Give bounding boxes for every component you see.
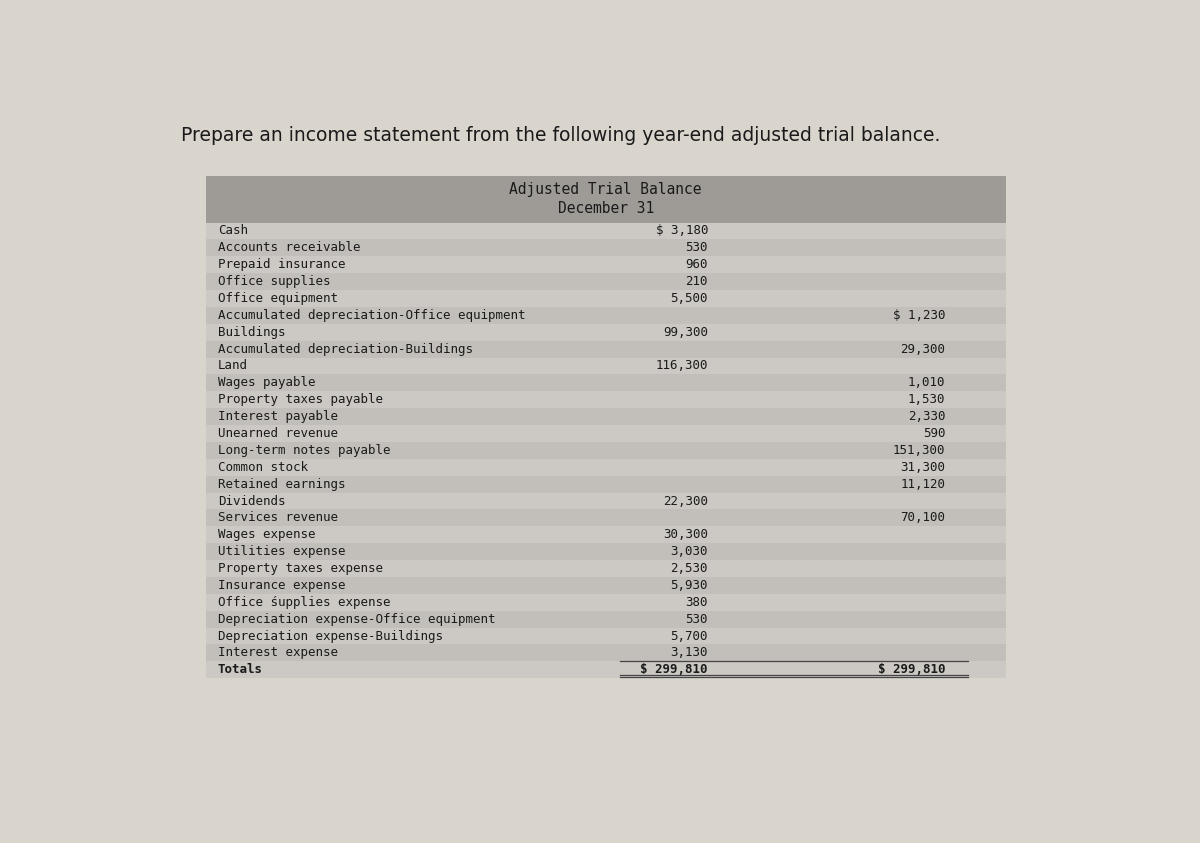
Text: Insurance expense: Insurance expense <box>218 579 346 592</box>
Text: Accumulated depreciation-Buildings: Accumulated depreciation-Buildings <box>218 342 473 356</box>
Text: $ 299,810: $ 299,810 <box>877 663 946 676</box>
Text: Totals: Totals <box>218 663 263 676</box>
Text: Property taxes expense: Property taxes expense <box>218 562 383 575</box>
Text: 5,700: 5,700 <box>671 630 708 642</box>
Text: 99,300: 99,300 <box>662 325 708 339</box>
Text: Services revenue: Services revenue <box>218 512 338 524</box>
Bar <box>206 560 1006 577</box>
Text: 380: 380 <box>685 596 708 609</box>
Bar <box>206 324 1006 341</box>
Text: 590: 590 <box>923 427 946 440</box>
Text: 210: 210 <box>685 275 708 288</box>
Bar <box>206 223 1006 239</box>
Bar <box>206 543 1006 560</box>
Text: 151,300: 151,300 <box>893 444 946 457</box>
Text: Cash: Cash <box>218 224 248 238</box>
Text: 1,530: 1,530 <box>907 393 946 406</box>
Bar <box>206 526 1006 543</box>
Text: Wages expense: Wages expense <box>218 529 316 541</box>
Text: $ 299,810: $ 299,810 <box>641 663 708 676</box>
Text: Unearned revenue: Unearned revenue <box>218 427 338 440</box>
Bar <box>206 307 1006 324</box>
Bar <box>206 425 1006 442</box>
Text: 116,300: 116,300 <box>655 359 708 373</box>
Text: Prepaid insurance: Prepaid insurance <box>218 258 346 271</box>
Text: $ 1,230: $ 1,230 <box>893 309 946 322</box>
Text: Adjusted Trial Balance: Adjusted Trial Balance <box>510 182 702 197</box>
Text: December 31: December 31 <box>558 201 654 216</box>
Text: 530: 530 <box>685 241 708 255</box>
Text: Buildings: Buildings <box>218 325 286 339</box>
Text: Prepare an income statement from the following year-end adjusted trial balance.: Prepare an income statement from the fol… <box>181 126 940 145</box>
Bar <box>206 341 1006 357</box>
Text: Property taxes payable: Property taxes payable <box>218 393 383 406</box>
Text: 530: 530 <box>685 613 708 626</box>
Bar <box>206 610 1006 627</box>
Text: 3,030: 3,030 <box>671 545 708 558</box>
Text: 5,930: 5,930 <box>671 579 708 592</box>
Bar <box>206 475 1006 492</box>
Text: 1,010: 1,010 <box>907 376 946 389</box>
Text: Office equipment: Office equipment <box>218 292 338 305</box>
Text: Office supplies: Office supplies <box>218 275 330 288</box>
Text: 31,300: 31,300 <box>900 461 946 474</box>
Bar <box>206 256 1006 273</box>
Bar <box>206 273 1006 290</box>
Text: 29,300: 29,300 <box>900 342 946 356</box>
Text: $ 3,180: $ 3,180 <box>655 224 708 238</box>
Text: 960: 960 <box>685 258 708 271</box>
Bar <box>206 176 1006 223</box>
Bar <box>206 593 1006 610</box>
Bar <box>206 442 1006 459</box>
Bar <box>206 239 1006 256</box>
Bar <box>206 357 1006 374</box>
Text: 70,100: 70,100 <box>900 512 946 524</box>
Text: 3,130: 3,130 <box>671 647 708 659</box>
Text: Depreciation expense-Buildings: Depreciation expense-Buildings <box>218 630 443 642</box>
Text: Interest payable: Interest payable <box>218 411 338 423</box>
Text: 2,530: 2,530 <box>671 562 708 575</box>
Text: Accounts receivable: Accounts receivable <box>218 241 360 255</box>
Bar <box>206 492 1006 509</box>
Bar <box>206 577 1006 593</box>
Bar <box>206 374 1006 391</box>
Bar <box>206 509 1006 526</box>
Bar <box>206 408 1006 425</box>
Text: 30,300: 30,300 <box>662 529 708 541</box>
Text: Office śupplies expense: Office śupplies expense <box>218 596 390 609</box>
Bar <box>206 391 1006 408</box>
Bar <box>206 290 1006 307</box>
Bar <box>206 662 1006 679</box>
Text: Wages payable: Wages payable <box>218 376 316 389</box>
Bar <box>206 459 1006 475</box>
Text: Dividends: Dividends <box>218 495 286 507</box>
Text: 11,120: 11,120 <box>900 478 946 491</box>
Text: 2,330: 2,330 <box>907 411 946 423</box>
Text: Land: Land <box>218 359 248 373</box>
Bar <box>206 644 1006 662</box>
Text: Accumulated depreciation-Office equipment: Accumulated depreciation-Office equipmen… <box>218 309 526 322</box>
Bar <box>206 627 1006 644</box>
Text: Depreciation expense-Office equipment: Depreciation expense-Office equipment <box>218 613 496 626</box>
Text: Interest expense: Interest expense <box>218 647 338 659</box>
Text: 5,500: 5,500 <box>671 292 708 305</box>
Text: 22,300: 22,300 <box>662 495 708 507</box>
Text: Long-term notes payable: Long-term notes payable <box>218 444 390 457</box>
Text: Common stock: Common stock <box>218 461 308 474</box>
Text: Retained earnings: Retained earnings <box>218 478 346 491</box>
Text: Utilities expense: Utilities expense <box>218 545 346 558</box>
